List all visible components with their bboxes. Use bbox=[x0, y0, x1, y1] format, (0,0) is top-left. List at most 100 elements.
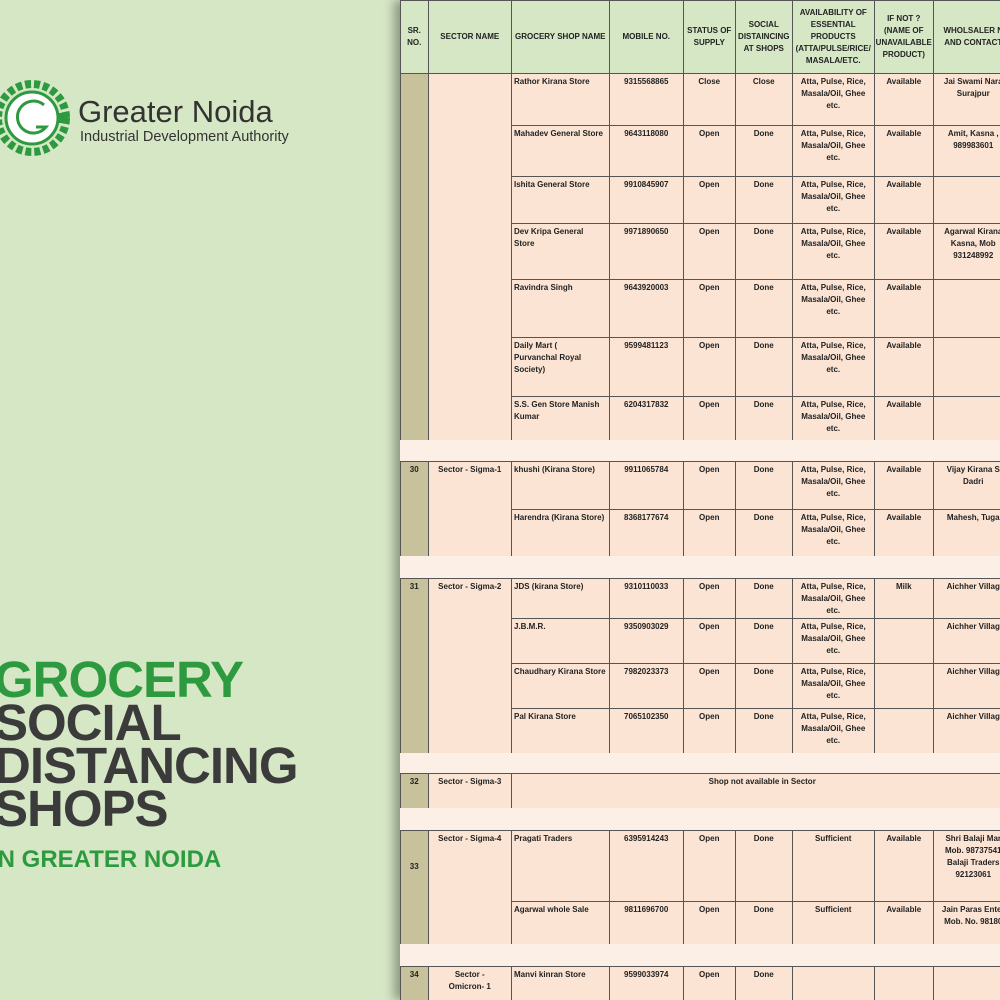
data-cell: Open bbox=[683, 223, 736, 280]
spacer-row bbox=[400, 556, 1000, 579]
data-cell: Atta, Pulse, Rice, Masala/Oil, Ghee etc. bbox=[792, 279, 875, 338]
data-cell: Open bbox=[683, 396, 736, 441]
data-cell: Available bbox=[874, 901, 934, 945]
data-cell: Jai Swami Nara Surajpur bbox=[933, 73, 1000, 126]
data-cell: Available bbox=[874, 396, 934, 441]
data-cell: Aichher Villag bbox=[933, 708, 1000, 754]
headline: GROCERY bbox=[0, 651, 244, 708]
data-cell: Open bbox=[683, 966, 736, 1000]
sr-cell: 31 bbox=[400, 578, 429, 754]
sector-cell: Sector - Sigma-2 bbox=[428, 578, 512, 754]
data-cell: Done bbox=[735, 176, 793, 224]
data-cell: Sufficient bbox=[792, 901, 875, 945]
data-cell: Done bbox=[735, 830, 793, 902]
spacer-row bbox=[400, 808, 1000, 831]
spacer-row bbox=[400, 753, 1000, 774]
data-cell: Mahesh, Tuga bbox=[933, 509, 1000, 557]
data-cell: 9910845907 bbox=[609, 176, 684, 224]
data-cell: Jain Paras Enter Mob. No. 98180 bbox=[933, 901, 1000, 945]
header-cell: WHOLSALER N AND CONTACT bbox=[933, 0, 1000, 74]
data-cell: Rathor Kirana Store bbox=[511, 73, 610, 126]
data-cell bbox=[874, 966, 934, 1000]
header-cell: SOCIAL DISTAINCING AT SHOPS bbox=[735, 0, 793, 74]
header-cell: SECTOR NAME bbox=[428, 0, 512, 74]
data-cell: Available bbox=[874, 73, 934, 126]
data-cell: 9643920003 bbox=[609, 279, 684, 338]
data-cell: khushi (Kirana Store) bbox=[511, 461, 610, 510]
tagline: IN GREATER NOIDA bbox=[0, 846, 222, 873]
data-cell: Available bbox=[874, 461, 934, 510]
data-cell: Vijay Kirana S Dadri bbox=[933, 461, 1000, 510]
data-cell: Sufficient bbox=[792, 830, 875, 902]
logo-title: Greater Noida bbox=[78, 94, 273, 129]
header-cell: AVAILABILITY OF ESSENTIAL PRODUCTS (ATTA… bbox=[792, 0, 875, 74]
data-cell: Available bbox=[874, 509, 934, 557]
data-cell: 9599481123 bbox=[609, 337, 684, 397]
sr-cell: 33 bbox=[400, 830, 429, 945]
data-cell: Dev Kripa General Store bbox=[511, 223, 610, 280]
header-cell: MOBILE NO. bbox=[609, 0, 684, 74]
data-cell: Atta, Pulse, Rice, Masala/Oil, Ghee etc. bbox=[792, 578, 875, 619]
data-cell: Done bbox=[735, 901, 793, 945]
data-cell: Done bbox=[735, 396, 793, 441]
data-cell: Done bbox=[735, 966, 793, 1000]
data-cell: Agarwal Kirana Kasna, Mob 931248992 bbox=[933, 223, 1000, 280]
data-cell: Done bbox=[735, 663, 793, 709]
data-cell: Done bbox=[735, 279, 793, 338]
sector-cell: Sector - Sigma-1 bbox=[428, 461, 512, 557]
left-panel: Greater Noida Industrial Development Aut… bbox=[0, 0, 400, 1000]
data-cell: Open bbox=[683, 337, 736, 397]
data-cell: Amit, Kasna , 989983601 bbox=[933, 125, 1000, 177]
data-cell: Available bbox=[874, 279, 934, 338]
data-cell: Open bbox=[683, 176, 736, 224]
data-cell: Open bbox=[683, 901, 736, 945]
data-cell: Open bbox=[683, 618, 736, 664]
logo-subtitle: Industrial Development Authority bbox=[80, 129, 289, 145]
headline: SOCIAL bbox=[0, 694, 182, 751]
sr-cell bbox=[400, 73, 429, 441]
data-cell: 8368177674 bbox=[609, 509, 684, 557]
data-cell: Aichher Villag bbox=[933, 578, 1000, 619]
spacer-row bbox=[400, 944, 1000, 967]
data-cell: Atta, Pulse, Rice, Masala/Oil, Ghee etc. bbox=[792, 337, 875, 397]
data-cell: Daily Mart ( Purvanchal Royal Society) bbox=[511, 337, 610, 397]
header-cell: SR. NO. bbox=[400, 0, 429, 74]
data-cell: Shri Balaji Mar Mob. 98737541 Balaji Tra… bbox=[933, 830, 1000, 902]
data-cell: 6204317832 bbox=[609, 396, 684, 441]
data-cell: Done bbox=[735, 223, 793, 280]
sector-cell bbox=[428, 73, 512, 441]
data-cell: Milk bbox=[874, 578, 934, 619]
data-cell: Harendra (Kirana Store) bbox=[511, 509, 610, 557]
data-cell: Aichher Villag bbox=[933, 663, 1000, 709]
data-cell: Open bbox=[683, 509, 736, 557]
data-cell bbox=[933, 396, 1000, 441]
data-cell: 7982023373 bbox=[609, 663, 684, 709]
data-cell: Done bbox=[735, 509, 793, 557]
data-cell: Done bbox=[735, 708, 793, 754]
data-cell: Open bbox=[683, 663, 736, 709]
data-cell: Open bbox=[683, 125, 736, 177]
data-cell: Atta, Pulse, Rice, Masala/Oil, Ghee etc. bbox=[792, 708, 875, 754]
data-cell bbox=[933, 966, 1000, 1000]
headline: DISTANCING bbox=[0, 737, 299, 794]
spacer-row bbox=[400, 440, 1000, 462]
data-cell: Available bbox=[874, 830, 934, 902]
header-cell: STATUS OF SUPPLY bbox=[683, 0, 736, 74]
data-cell bbox=[933, 279, 1000, 338]
data-cell: 6395914243 bbox=[609, 830, 684, 902]
data-cell: Ishita General Store bbox=[511, 176, 610, 224]
sr-cell: 32 bbox=[400, 773, 429, 809]
data-cell: Atta, Pulse, Rice, Masala/Oil, Ghee etc. bbox=[792, 618, 875, 664]
data-cell: 9971890650 bbox=[609, 223, 684, 280]
data-cell bbox=[874, 618, 934, 664]
data-cell: Open bbox=[683, 461, 736, 510]
data-cell: Atta, Pulse, Rice, Masala/Oil, Ghee etc. bbox=[792, 396, 875, 441]
data-cell: 7065102350 bbox=[609, 708, 684, 754]
data-cell: Open bbox=[683, 279, 736, 338]
data-cell: Open bbox=[683, 708, 736, 754]
data-cell: Available bbox=[874, 176, 934, 224]
data-cell: 9315568865 bbox=[609, 73, 684, 126]
data-cell: Aichher Villag bbox=[933, 618, 1000, 664]
shop-table: SR. NO. SECTOR NAME GROCERY SHOP NAME MOBIL… bbox=[400, 0, 1000, 1000]
